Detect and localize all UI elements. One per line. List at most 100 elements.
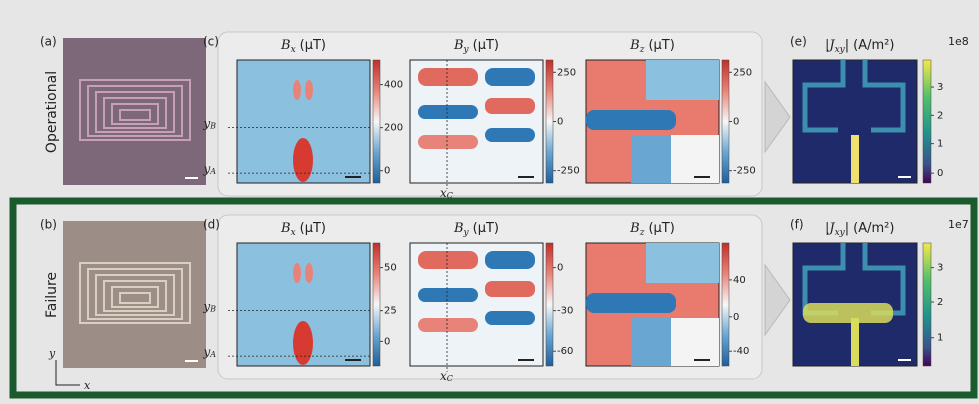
field-map [586, 60, 719, 183]
colorbar [923, 60, 931, 183]
field-map [586, 243, 719, 366]
blob [293, 80, 301, 100]
symbol: B [453, 221, 464, 236]
unit: (μT) [473, 221, 499, 236]
subscript: C [447, 374, 453, 383]
symbol: B [629, 38, 640, 53]
current-map [793, 243, 917, 366]
symbol: B [629, 221, 640, 236]
unit: (A/m²) [853, 38, 894, 53]
band [485, 311, 535, 325]
map-title: Bx(μT) [280, 38, 326, 55]
colorbar-tick-label: 3 [937, 263, 943, 274]
band [485, 98, 535, 114]
colorbar [722, 243, 729, 366]
hotspot [851, 135, 859, 183]
colorbar-tick-label: 25 [384, 306, 397, 317]
subscript: y [463, 45, 470, 55]
band [418, 288, 478, 302]
map-title: Bz(μT) [629, 38, 675, 55]
close: | [845, 38, 849, 53]
colorbar-tick-label: 0 [733, 117, 739, 128]
colorbar-tick-label: 1 [937, 139, 943, 150]
colorbar-tick-label: 3 [937, 82, 943, 93]
photo [63, 38, 206, 185]
subscript: A [209, 350, 216, 359]
colorbar [923, 243, 931, 366]
unit: (A/m²) [853, 221, 894, 236]
blob [293, 321, 313, 365]
page: Operational(a)(c)Bx(μT)4002000By(μT)2500… [0, 0, 979, 404]
band [586, 110, 676, 130]
band [646, 243, 719, 283]
band [631, 135, 671, 183]
band [418, 135, 478, 149]
band [418, 68, 478, 86]
map-title: Bz(μT) [629, 221, 675, 238]
band [671, 318, 719, 366]
band [418, 251, 478, 269]
colorbar-tick-label: 250 [733, 67, 752, 78]
colorbar-tick-label: 200 [384, 123, 403, 134]
band [586, 293, 676, 313]
colorbar-tick-label: -30 [557, 306, 573, 317]
subscript: C [447, 191, 453, 200]
colorbar-tick-label: -60 [557, 346, 573, 357]
colorbar-tick-label: 2 [937, 297, 943, 308]
colorbar [373, 243, 380, 366]
device-photo [63, 221, 206, 368]
blob [293, 138, 313, 182]
symbol: B [280, 221, 291, 236]
colorbar [373, 60, 380, 183]
colorbar-tick-label: -250 [557, 166, 580, 177]
band [485, 281, 535, 297]
band [485, 68, 535, 86]
panel-label: (e) [790, 35, 807, 49]
subscript: B [209, 305, 216, 314]
panel-label: (a) [40, 35, 57, 49]
panel-label: (f) [790, 218, 804, 232]
current-map [793, 60, 917, 183]
field-map [410, 60, 543, 183]
subscript: B [209, 122, 216, 131]
colorbar-tick-label: 1 [937, 333, 943, 344]
map-title: By(μT) [453, 38, 499, 55]
panel-label: (b) [40, 218, 57, 232]
colorbar [546, 60, 553, 183]
unit: (μT) [648, 38, 674, 53]
axis-label: y [48, 347, 56, 360]
subscript: z [639, 45, 645, 55]
colorbar-tick-label: 0 [557, 117, 563, 128]
close: | [845, 221, 849, 236]
panel-label: (d) [203, 218, 220, 232]
band [485, 251, 535, 269]
photo [63, 221, 206, 368]
band [418, 105, 478, 119]
subscript: x [291, 228, 296, 238]
colorbar [546, 243, 553, 366]
symbol: B [453, 38, 464, 53]
band [646, 60, 719, 100]
colorbar-tick-label: 0 [557, 263, 563, 274]
device-photo [63, 38, 206, 185]
unit: (μT) [648, 221, 674, 236]
colorbar-tick-label: -250 [733, 166, 756, 177]
panel-label: (c) [203, 35, 219, 49]
colorbar-tick-label: 0 [733, 312, 739, 323]
blob [305, 263, 313, 283]
unit: (μT) [300, 221, 326, 236]
colorbar-tick-label: 0 [384, 166, 390, 177]
unit: (μT) [473, 38, 499, 53]
unit: (μT) [300, 38, 326, 53]
hotspot [803, 303, 893, 323]
subscript: y [463, 228, 470, 238]
map-title: Bx (μT) [280, 221, 326, 238]
subscript: x [291, 45, 296, 55]
colorbar-tick-label: 400 [384, 80, 403, 91]
colorbar-tick-label: 40 [733, 275, 746, 286]
figure: Operational(a)(c)Bx(μT)4002000By(μT)2500… [0, 0, 979, 400]
colorbar-tick-label: 250 [557, 67, 576, 78]
subscript: A [209, 167, 216, 176]
band [631, 318, 671, 366]
blob [305, 80, 313, 100]
